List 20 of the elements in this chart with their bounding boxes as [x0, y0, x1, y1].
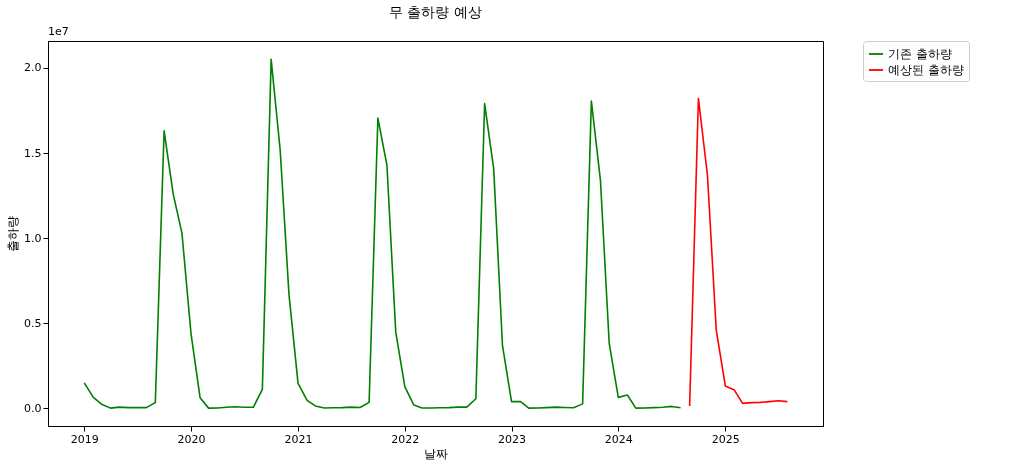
y-tick-label: 0.0: [24, 401, 42, 415]
x-tick-label: 2024: [604, 432, 633, 446]
y-axis-title: 출하량: [6, 216, 21, 252]
line-series: [83, 58, 682, 409]
x-tick-label: 2025: [711, 432, 740, 446]
legend-label: 기존 출하량: [888, 47, 952, 61]
x-tick-label: 2020: [177, 432, 206, 446]
legend-label: 예상된 출하량: [888, 63, 964, 77]
x-tick-label: 2021: [284, 432, 313, 446]
y-tick-label: 1.5: [24, 146, 42, 160]
text: 1e7: [48, 25, 69, 38]
x-axis-title: 날짜: [424, 446, 448, 461]
x-tick-label: 2023: [498, 432, 527, 446]
x-tick-label: 2019: [70, 432, 99, 446]
line-series: [688, 97, 789, 407]
y-tick-label: 2.0: [24, 61, 42, 75]
y-tick-label: 1.0: [24, 231, 42, 245]
x-tick-label: 2022: [391, 432, 420, 446]
y-tick-label: 0.5: [24, 316, 42, 330]
chart-title: 무 출하량 예상: [389, 4, 482, 20]
